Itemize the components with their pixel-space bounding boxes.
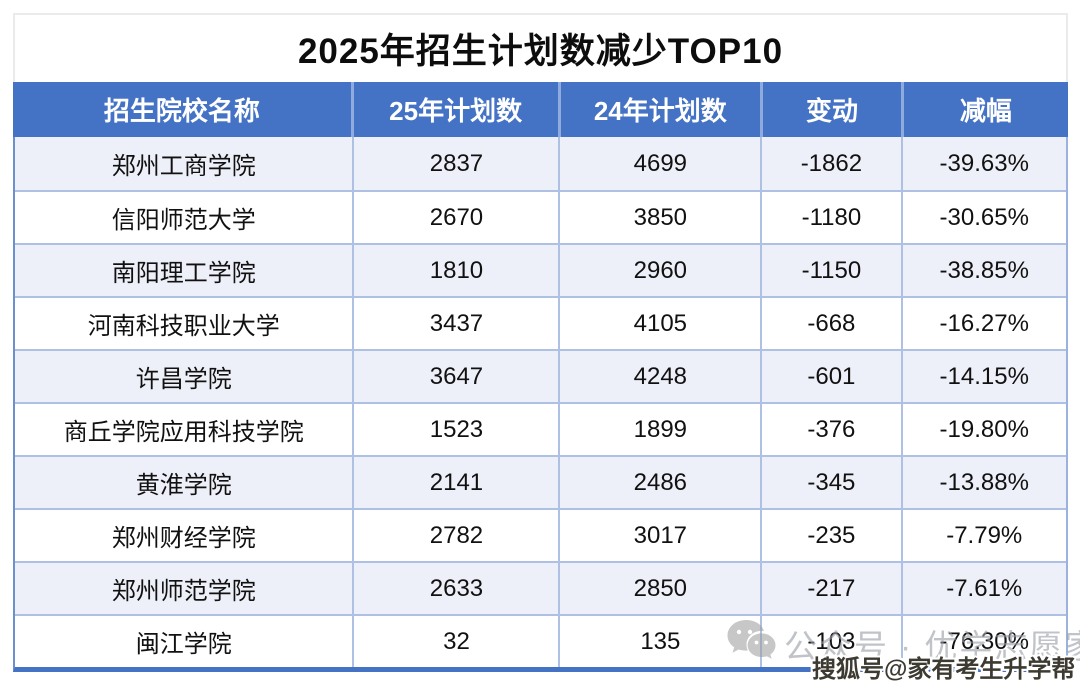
table-row: 郑州师范学院 2633 2850 -217 -7.61% [15,561,1066,614]
table-title-bar: 2025年招生计划数减少TOP10 [13,13,1068,82]
cell-plan25: 2141 [354,457,561,508]
cell-pct: -16.27% [939,309,1029,337]
cell-plan25: 3647 [354,351,561,402]
cell-pct: -39.63% [939,149,1029,177]
cell-change: -217 [762,563,903,614]
cell-change: -1180 [762,192,903,243]
cell-school: 郑州工商学院 [15,137,355,190]
cell-pct: -30.65% [939,203,1029,231]
cell-school: 郑州财经学院 [15,510,355,561]
cell-school: 闽江学院 [15,616,355,667]
table-row: 南阳理工学院 1810 2960 -1150 -38.85% [15,243,1066,296]
cell-plan24: 4105 [560,298,763,349]
cell-school: 河南科技职业大学 [15,298,355,349]
column-header-school: 招生院校名称 [13,82,354,137]
cell-pct: -7.61% [946,574,1023,602]
cell-plan24: 1899 [560,404,763,455]
table-row: 许昌学院 3647 4248 -601 -14.15% [15,349,1066,402]
cell-school: 信阳师范大学 [15,192,355,243]
cell-pct: -7.79% [946,521,1023,549]
table-row: 商丘学院应用科技学院 1523 1899 -376 -19.80% [15,402,1066,455]
cell-change: -376 [762,404,903,455]
cell-change: -668 [762,298,903,349]
cell-pct: -14.15% [939,362,1029,390]
cell-plan25: 32 [354,616,561,667]
cell-change: -1862 [762,137,903,190]
cell-school: 南阳理工学院 [15,245,355,296]
cell-plan25: 2782 [354,510,561,561]
cell-change: -103 [762,616,903,667]
ranking-table: 2025年招生计划数减少TOP10 招生院校名称 25年计划数 24年计划数 变… [13,13,1068,673]
cell-plan24: 2486 [560,457,763,508]
cell-change: -1150 [762,245,903,296]
cell-plan24: 4699 [560,137,763,190]
column-header-change: 变动 [763,82,904,137]
cell-plan25: 3437 [354,298,561,349]
table-row: 河南科技职业大学 3437 4105 -668 -16.27% [15,296,1066,349]
cell-plan25: 1523 [354,404,561,455]
cell-change: -235 [762,510,903,561]
table-row: 信阳师范大学 2670 3850 -1180 -30.65% [15,190,1066,243]
cell-change: -601 [762,351,903,402]
cell-pct: -19.80% [939,415,1029,443]
column-header-plan25: 25年计划数 [354,82,561,137]
cell-pct: -38.85% [939,256,1029,284]
table-row: 黄淮学院 2141 2486 -345 -13.88% [15,455,1066,508]
cell-plan25: 2670 [354,192,561,243]
cell-school: 郑州师范学院 [15,563,355,614]
cell-school: 许昌学院 [15,351,355,402]
cell-plan24: 4248 [560,351,763,402]
cell-plan25: 2837 [354,137,561,190]
cell-plan25: 2633 [354,563,561,614]
cell-school: 黄淮学院 [15,457,355,508]
cell-pct: -76.30% [939,627,1029,655]
cell-plan24: 3850 [560,192,763,243]
page-title: 2025年招生计划数减少TOP10 [297,32,784,71]
cell-plan24: 135 [560,616,763,667]
cell-change: -345 [762,457,903,508]
cell-pct: -13.88% [939,468,1029,496]
cell-plan24: 2960 [560,245,763,296]
table-header-row: 招生院校名称 25年计划数 24年计划数 变动 减幅 [13,82,1068,137]
cell-plan24: 2850 [560,563,763,614]
cell-school: 商丘学院应用科技学院 [15,404,355,455]
column-header-pct: 减幅 [959,96,1012,126]
table-row: 郑州财经学院 2782 3017 -235 -7.79% [15,508,1066,561]
column-header-plan24: 24年计划数 [561,82,764,137]
table-body: 郑州工商学院 2837 4699 -1862 -39.63% 信阳师范大学 2670 3850… [13,137,1068,672]
cell-plan24: 3017 [560,510,763,561]
table-row: 闽江学院 32 135 -103 -76.30% [15,614,1066,667]
table-row: 郑州工商学院 2837 4699 -1862 -39.63% [15,137,1066,190]
cell-plan25: 1810 [354,245,561,296]
